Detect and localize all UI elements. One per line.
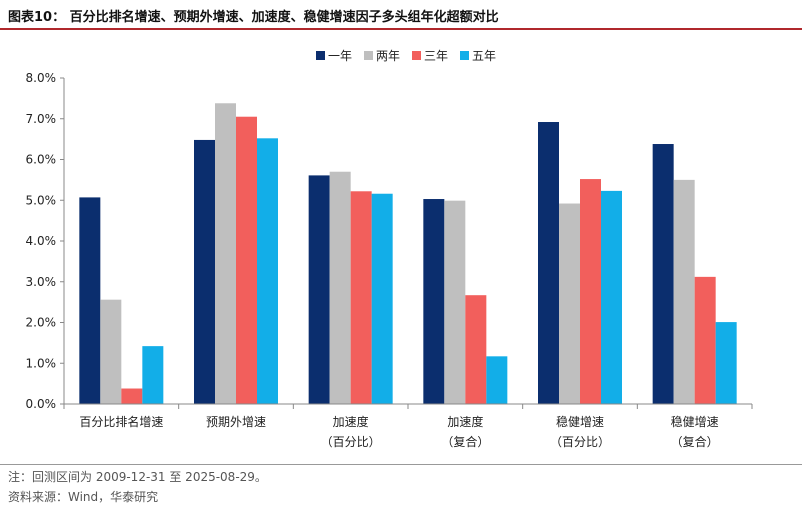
y-tick-label-4: 4.0% xyxy=(26,234,57,248)
bar-series-group xyxy=(79,103,737,405)
x-tick-label-1-1: 百分比排名增速 xyxy=(79,414,163,429)
legend-label-3: 三年 xyxy=(424,49,448,63)
legend-label-4: 五年 xyxy=(472,49,496,63)
x-tick-label-3-1: 加速度 xyxy=(333,414,369,429)
legend-label-2: 两年 xyxy=(376,49,400,63)
bar-3-2 xyxy=(329,171,351,404)
bar-3-1 xyxy=(308,175,330,404)
bar-2-1 xyxy=(194,139,215,404)
bar-2-3 xyxy=(236,116,257,405)
figure-title: 图表10： 百分比排名增速、预期外增速、加速度、稳健增速因子多头组年化超额对比 xyxy=(8,10,499,25)
x-tick-label-4-2: （复合） xyxy=(441,434,489,449)
y-tick-label-0: 0.0% xyxy=(26,397,57,411)
bar-6-3 xyxy=(694,276,716,404)
x-tick-label-3-2: （百分比） xyxy=(321,435,381,449)
bar-6-1 xyxy=(652,144,674,404)
legend-swatch-4 xyxy=(460,51,469,60)
y-tick-label-2: 2.0% xyxy=(26,316,57,330)
bar-4-4 xyxy=(486,356,508,404)
x-axis: 百分比排名增速 预期外增速 加速度 （百分比） 加速度 （复合） 稳健增速 （百分比） 稳健增速… xyxy=(63,403,753,449)
legend-swatch-3 xyxy=(412,51,421,60)
legend-swatch-1 xyxy=(316,51,325,60)
bar-3-3 xyxy=(350,191,372,404)
x-tick-label-6-2: （复合） xyxy=(671,434,719,449)
bar-2-2 xyxy=(215,103,236,404)
bar-1-3 xyxy=(121,388,143,404)
legend-swatch-2 xyxy=(364,51,373,60)
x-tick-label-5-1: 稳健增速 xyxy=(556,414,604,429)
bar-4-2 xyxy=(444,200,466,404)
data-source: 资料来源：Wind，华泰研究 xyxy=(8,490,159,504)
backtest-note: 注：回测区间为 2009-12-31 至 2025-08-29。 xyxy=(8,470,267,484)
bar-5-1 xyxy=(538,122,559,404)
bar-2-4 xyxy=(257,138,278,404)
bar-chart: 一年 两年 三年 五年 0.0% 1.0% 2.0% 3.0% 4.0% 5.0% 6.0% 7.0… xyxy=(26,49,753,449)
y-tick-label-6: 6.0% xyxy=(26,153,57,167)
bar-1-4 xyxy=(142,346,164,404)
legend-label-1: 一年 xyxy=(328,49,352,63)
chart-legend: 一年 两年 三年 五年 xyxy=(316,49,496,63)
title-divider xyxy=(0,28,802,30)
y-tick-label-5: 5.0% xyxy=(26,193,57,207)
bar-1-2 xyxy=(100,299,122,404)
y-tick-label-3: 3.0% xyxy=(26,275,57,289)
bar-5-4 xyxy=(601,190,622,404)
bar-5-2 xyxy=(559,203,580,404)
footer-divider xyxy=(0,464,802,465)
y-axis: 0.0% 1.0% 2.0% 3.0% 4.0% 5.0% 6.0% 7.0% 8.0% xyxy=(26,71,65,411)
y-tick-label-1: 1.0% xyxy=(26,356,57,370)
x-tick-label-6-1: 稳健增速 xyxy=(671,414,719,429)
y-tick-label-8: 8.0% xyxy=(26,71,57,85)
bar-1-1 xyxy=(79,197,101,404)
bar-4-3 xyxy=(465,295,487,404)
x-tick-label-5-2: （百分比） xyxy=(550,435,610,449)
y-tick-label-7: 7.0% xyxy=(26,112,57,126)
x-tick-label-4-1: 加速度 xyxy=(447,414,483,429)
bar-4-1 xyxy=(423,199,445,404)
bar-6-4 xyxy=(715,322,737,404)
bar-6-2 xyxy=(673,179,695,404)
bar-3-4 xyxy=(371,193,393,404)
bar-5-3 xyxy=(580,179,601,404)
x-tick-label-2-1: 预期外增速 xyxy=(206,415,266,429)
